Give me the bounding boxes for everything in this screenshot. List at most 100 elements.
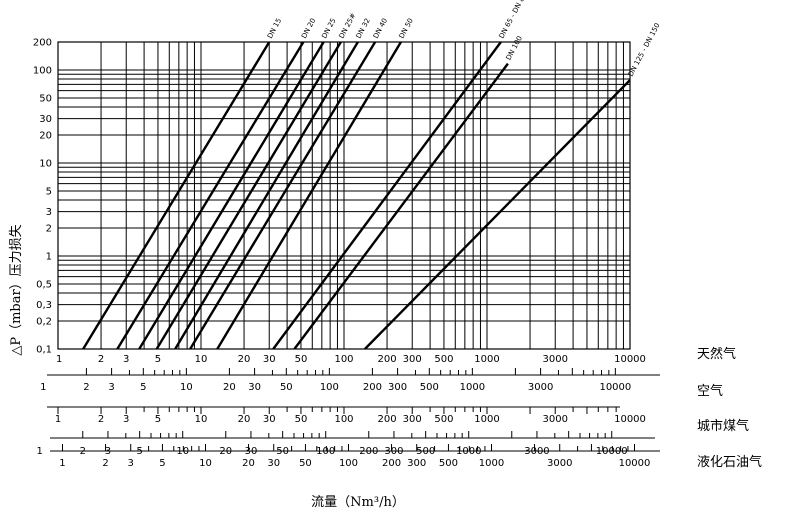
- y-tick-label: 2: [46, 224, 52, 235]
- series-line: [116, 42, 305, 349]
- gas-scale-name: 空气: [697, 383, 723, 399]
- gas-scale-label: 50: [280, 382, 293, 393]
- gas-scale-label: 1: [55, 414, 61, 425]
- gas-scale-label: 100: [339, 458, 358, 469]
- gas-scale-label: 50: [295, 414, 308, 425]
- gas-scale-label: 3000: [547, 458, 572, 469]
- gas-scale-label: 3: [108, 382, 114, 393]
- grid-layer: [57, 41, 631, 350]
- gas-scale-label: 10: [199, 458, 212, 469]
- gas-scale-label: 5: [140, 382, 146, 393]
- y-tick-label: 10: [39, 158, 52, 169]
- x-tick-label: 5: [155, 354, 161, 365]
- gas-scale-label: 10: [180, 382, 193, 393]
- gas-scale-label: 100: [334, 414, 353, 425]
- gas-scale-name: 液化石油气: [697, 454, 762, 470]
- gas-scale-label: 3: [123, 414, 129, 425]
- gas-scale-label: 20: [242, 458, 255, 469]
- gas-scale-label: 5: [159, 458, 165, 469]
- x-tick-label: 20: [238, 354, 251, 365]
- gas-scale-label: 30: [248, 382, 261, 393]
- x-tick-label: 1000: [474, 354, 499, 365]
- gas-scale-label: 3000: [528, 382, 553, 393]
- gas-scale-label: 30: [267, 458, 280, 469]
- series-label: DN 25: [320, 17, 337, 40]
- y-tick-label: 200: [33, 38, 52, 49]
- y-tick-label: 5: [46, 186, 52, 197]
- gas-scale-label: 10000: [619, 458, 651, 469]
- gas-scale-name: 天然气: [697, 346, 736, 362]
- x-axis-title: 流量（Nm³/h）: [311, 495, 405, 510]
- gas-scale-label: 3000: [543, 414, 568, 425]
- y-tick-label: 50: [39, 93, 52, 104]
- gas-scale-label: 300: [388, 382, 407, 393]
- gas-scale-label: 1000: [474, 414, 499, 425]
- gas-scale-label: 500: [434, 414, 453, 425]
- series-label: DN 100: [505, 35, 524, 62]
- y-tick-label: 30: [39, 114, 52, 125]
- y-tick-label: 0,2: [36, 317, 52, 328]
- x-tick-label: 300: [403, 354, 422, 365]
- gas-scale-label: 50: [299, 458, 312, 469]
- y-tick-label: 1: [46, 251, 52, 262]
- gas-scale-label: 500: [420, 382, 439, 393]
- gas-scale-label: 5: [155, 414, 161, 425]
- x-tick-label: 3000: [543, 354, 568, 365]
- series-line: [216, 42, 402, 349]
- y-tick-label: 0,3: [36, 300, 52, 311]
- gas-scale-label: 20: [238, 414, 251, 425]
- gas-scale-label: 300: [403, 414, 422, 425]
- series-line: [189, 42, 377, 349]
- gas-scale-label: 100: [320, 382, 339, 393]
- series-label: DN 50: [398, 17, 415, 40]
- x-tick-label: 10000: [614, 354, 646, 365]
- x-tick-label: 10: [195, 354, 208, 365]
- y-tick-label: 3: [46, 207, 52, 218]
- series-label: DN 20: [300, 17, 317, 40]
- gas-scale-label: 2: [98, 414, 104, 425]
- series-label: DN 40: [372, 17, 389, 40]
- gas-scale-label: 30: [263, 414, 276, 425]
- series-label: DN 32: [355, 17, 372, 40]
- gas-scale-label: 500: [439, 458, 458, 469]
- gas-scale-layer: 1 2 3 5 10 20 30 50 100 200 300 500 1000 3000 10000 天然气…: [37, 346, 762, 470]
- y-tick-label: 0,5: [36, 279, 52, 290]
- series-label: DN 65 - DN 80: [498, 0, 529, 40]
- tick-label-layer: 200 100 50 30 20 10 5 3 2 1 0,5 0,3 0,2 0,1 1 2 3 5 10 20 30…: [33, 38, 646, 366]
- series-layer: DN 15 DN 20 DN 25 DN 25#DN 32 DN 40 DN 50 DN 6…: [82, 0, 662, 349]
- series-line: [272, 42, 502, 349]
- series-line: [293, 62, 509, 349]
- y-tick-label: 20: [39, 131, 52, 142]
- series-line: [138, 42, 325, 349]
- series-line: [155, 42, 342, 349]
- x-tick-label: 1: [56, 354, 62, 365]
- gas-scale-label: 200: [378, 414, 397, 425]
- x-tick-label: 50: [295, 354, 308, 365]
- gas-scale-label: 10: [195, 414, 208, 425]
- y-axis-title: △P（mbar）压力损失: [9, 224, 24, 355]
- y-tick-label: 100: [33, 65, 52, 76]
- gas-scale-label: 1000: [460, 382, 485, 393]
- x-tick-label: 200: [378, 354, 397, 365]
- x-tick-label: 500: [434, 354, 453, 365]
- gas-scale-label: 2: [83, 382, 89, 393]
- plot-frame: [57, 41, 631, 350]
- gas-scale-label: 3: [128, 458, 134, 469]
- gas-scale-label: 20: [223, 382, 236, 393]
- gas-scale-label: 1: [37, 446, 43, 457]
- x-tick-label: 100: [334, 354, 353, 365]
- series-label: DN 125 - DN 150: [627, 22, 662, 78]
- gas-scale-label: 200: [382, 458, 401, 469]
- gas-scale-label: 300: [407, 458, 426, 469]
- x-tick-label: 2: [98, 354, 104, 365]
- x-tick-label: 3: [123, 354, 129, 365]
- series-line: [174, 42, 359, 349]
- series-line: [364, 79, 630, 349]
- gas-scale-label: 1000: [479, 458, 504, 469]
- series-label: DN 15: [266, 17, 283, 40]
- gas-scale-label: 1: [40, 382, 46, 393]
- gas-scale-label: 200: [363, 382, 382, 393]
- series-line: [82, 42, 271, 349]
- gas-scale-label: 2: [102, 458, 108, 469]
